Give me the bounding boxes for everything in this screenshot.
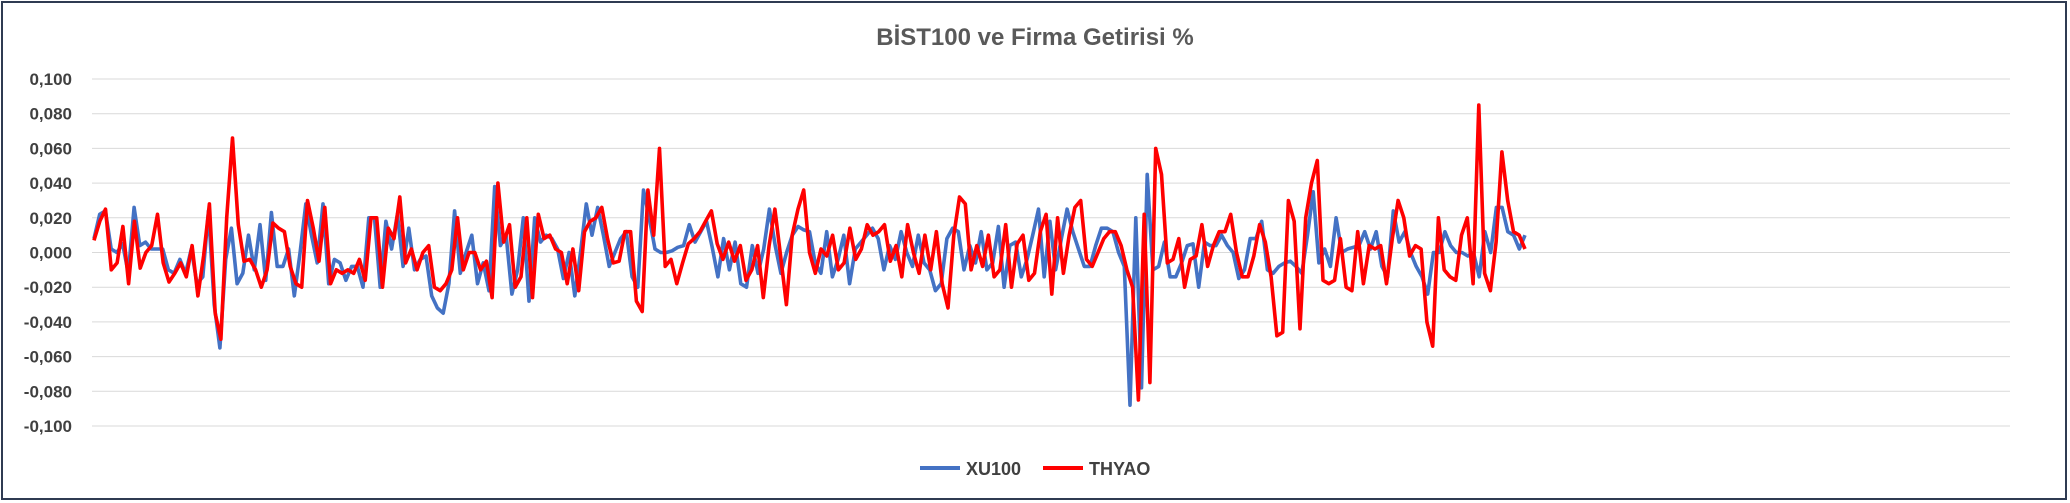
y-tick-label: 0,040 xyxy=(29,174,72,193)
series-line-thyao xyxy=(92,103,1527,402)
y-tick-label: -0,040 xyxy=(24,313,72,332)
y-tick-label: -0,080 xyxy=(24,382,72,401)
chart-title: BİST100 ve Firma Getirisi % xyxy=(876,24,1193,51)
y-tick-label: 0,000 xyxy=(29,244,72,263)
grid xyxy=(92,78,2010,427)
y-tick-label: 0,060 xyxy=(29,139,72,158)
y-tick-label: -0,100 xyxy=(24,417,72,436)
y-tick-label: 0,020 xyxy=(29,209,72,228)
y-axis: 0,100 0,080 0,060 0,040 0,020 0,000 -0,020 -0,0… xyxy=(24,70,72,436)
legend: XU100 THYAO xyxy=(920,459,1150,479)
series-lines xyxy=(92,103,1527,408)
legend-label-xu100: XU100 xyxy=(966,459,1021,479)
legend-label-thyao: THYAO xyxy=(1089,459,1150,479)
y-tick-label: 0,100 xyxy=(29,70,72,89)
y-tick-label: 0,080 xyxy=(29,105,72,124)
y-tick-label: -0,020 xyxy=(24,278,72,297)
y-tick-label: -0,060 xyxy=(24,348,72,367)
